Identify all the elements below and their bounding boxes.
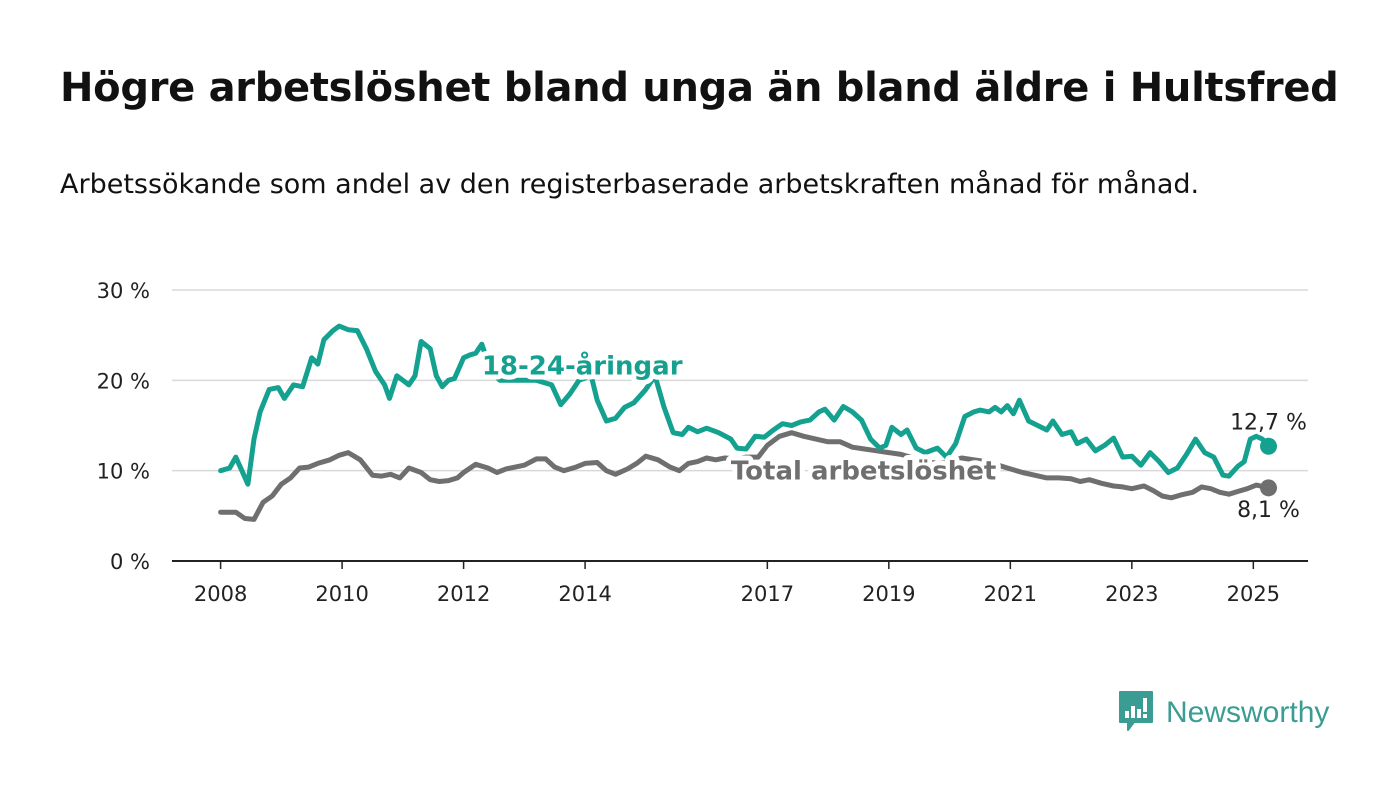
- bar-chart-icon: [1119, 691, 1153, 731]
- series-labels: 18-24-åringar Total arbetslöshet 12,7 % 8,1…: [477, 344, 1310, 525]
- grid-lines: [172, 289, 1308, 472]
- y-tick-label: 30 %: [97, 279, 150, 303]
- x-tick-label: 2025: [1227, 582, 1280, 606]
- x-axis: 2008 2010 2012 2014 2017 2019 2021 2023 2025: [172, 560, 1308, 606]
- x-tick-label: 2014: [558, 582, 611, 606]
- end-label-total: 8,1 %: [1237, 498, 1300, 523]
- brand-name: Newsworthy: [1166, 696, 1330, 729]
- x-tick-label: 2010: [315, 582, 368, 606]
- x-tick-label: 2019: [862, 582, 915, 606]
- end-point-youth: [1260, 437, 1278, 455]
- series-line-youth: [218, 323, 1271, 487]
- series-line-total: [218, 430, 1271, 522]
- x-tick-label: 2008: [194, 582, 247, 606]
- x-tick-label: 2023: [1105, 582, 1158, 606]
- x-tick-label: 2012: [437, 582, 490, 606]
- y-tick-label: 0 %: [110, 550, 150, 574]
- chart-title: Högre arbetslöshet bland unga än bland ä…: [60, 65, 1339, 111]
- chart-subtitle: Arbetssökande som andel av den registerb…: [60, 169, 1200, 200]
- newsworthy-logo[interactable]: Newsworthy: [1118, 690, 1329, 736]
- series-label-total: Total arbetslöshet: [731, 457, 996, 487]
- y-axis: 0 % 10 % 20 % 30 %: [97, 279, 150, 574]
- series-lines: [218, 323, 1278, 522]
- series-label-youth: 18-24-åringar: [482, 349, 683, 381]
- y-tick-label: 20 %: [97, 369, 150, 393]
- y-tick-label: 10 %: [97, 460, 150, 484]
- x-tick-label: 2017: [741, 582, 794, 606]
- x-tick-label: 2021: [984, 582, 1037, 606]
- end-label-youth: 12,7 %: [1230, 410, 1307, 435]
- end-point-total: [1260, 479, 1278, 497]
